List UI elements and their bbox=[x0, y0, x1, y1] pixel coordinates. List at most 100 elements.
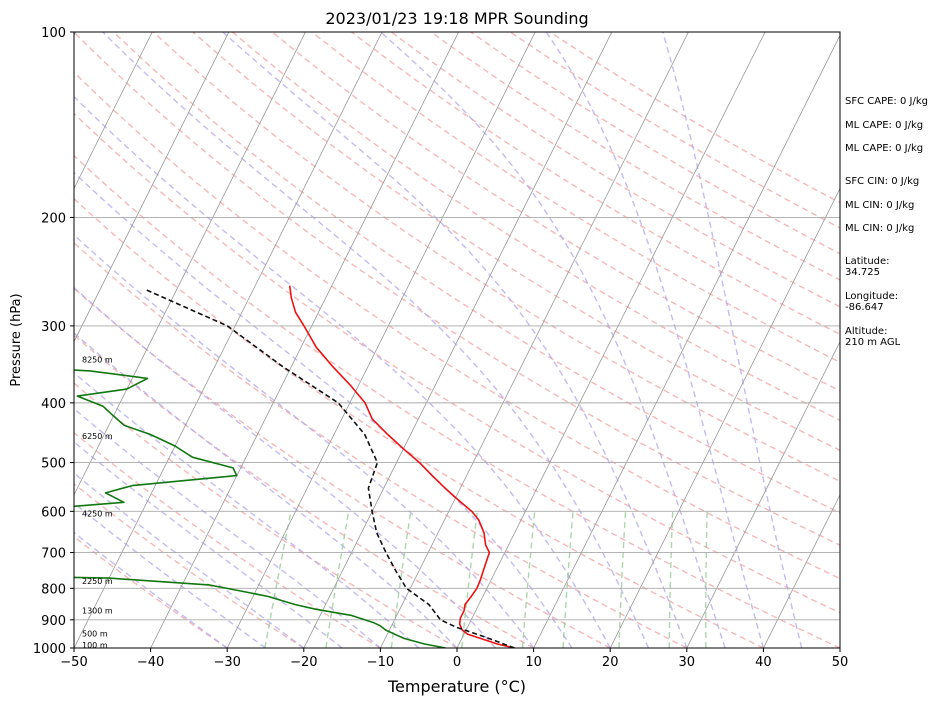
ml-cin-text-2: ML CIN: 0 J/kg bbox=[845, 223, 914, 234]
x-axis-ticks: −50 −40 −30 −20 −10 0 10 20 30 40 50 bbox=[60, 648, 848, 670]
y-tick-label: 800 bbox=[41, 582, 66, 597]
moist-adiabat bbox=[222, 32, 688, 648]
dry-adiabat bbox=[271, 32, 840, 392]
moist-adiabat bbox=[74, 171, 573, 648]
x-tick-label: 0 bbox=[453, 655, 461, 670]
x-tick-label: 30 bbox=[679, 655, 696, 670]
y-tick-label: 300 bbox=[41, 320, 66, 335]
dry-adiabat bbox=[390, 32, 840, 308]
isotherm-line bbox=[609, 187, 840, 648]
ml-cin-text-1: ML CIN: 0 J/kg bbox=[845, 200, 914, 211]
y-tick-label: 200 bbox=[41, 211, 66, 226]
mixing-ratio-line bbox=[705, 511, 708, 648]
dry-adiabat bbox=[113, 32, 840, 514]
y-tick-label: 900 bbox=[41, 614, 66, 629]
x-tick-label: −30 bbox=[213, 655, 240, 670]
moist-adiabat bbox=[74, 502, 266, 648]
moist-adiabat bbox=[74, 472, 305, 648]
ml-cape-text-2: ML CAPE: 0 J/kg bbox=[845, 143, 923, 154]
plot-frame bbox=[73, 31, 841, 649]
y-tick-label: 1000 bbox=[33, 642, 66, 657]
sfc-cin-text: SFC CIN: 0 J/kg bbox=[845, 176, 919, 187]
dry-adiabat bbox=[351, 32, 840, 336]
x-tick-label: −50 bbox=[60, 655, 87, 670]
y-axis-label: Pressure (hPa) bbox=[9, 293, 24, 386]
latitude-label: Latitude: bbox=[845, 256, 890, 267]
moist-adiabat bbox=[380, 32, 726, 648]
dry-adiabat bbox=[74, 197, 764, 648]
height-labels: 100 m 500 m 1300 m 2250 m 4250 m 6250 m 8250 m bbox=[82, 355, 113, 649]
mixing-ratio-line bbox=[264, 511, 292, 648]
height-label: 4250 m bbox=[82, 510, 113, 519]
isotherm-line bbox=[456, 32, 766, 648]
isotherm-line bbox=[533, 34, 840, 648]
moist-adiabat bbox=[74, 95, 611, 648]
x-tick-label: −40 bbox=[137, 655, 164, 670]
x-tick-label: 50 bbox=[832, 655, 849, 670]
dry-adiabat bbox=[74, 71, 840, 580]
y-tick-label: 700 bbox=[41, 547, 66, 562]
dry-adiabat bbox=[74, 482, 305, 648]
dry-adiabat bbox=[74, 112, 840, 614]
series-lines bbox=[74, 285, 515, 648]
moist-adiabat bbox=[74, 286, 496, 648]
isotherm-line bbox=[303, 32, 613, 648]
moist-adiabat bbox=[74, 441, 343, 648]
isotherm-line bbox=[74, 32, 230, 343]
isotherm-line bbox=[380, 32, 689, 648]
dry-adiabat bbox=[74, 287, 611, 648]
longitude-label: Longitude: bbox=[845, 291, 898, 302]
dry-adiabat bbox=[74, 32, 840, 546]
dry-adiabat bbox=[232, 32, 840, 422]
moist-adiabat bbox=[545, 32, 765, 648]
x-tick-label: −20 bbox=[290, 655, 317, 670]
y-axis-ticks: 1000 900 800 700 600 500 400 300 200 100 bbox=[33, 26, 74, 657]
x-axis-label: Temperature (°C) bbox=[387, 677, 526, 696]
latitude-value: 34.725 bbox=[845, 267, 880, 278]
sfc-cape-text: SFC CAPE: 0 J/kg bbox=[845, 96, 928, 107]
moist-adiabat bbox=[662, 32, 803, 648]
isotherm-line bbox=[226, 32, 536, 648]
isotherm-line bbox=[0, 18, 6, 661]
x-tick-label: −10 bbox=[367, 655, 394, 670]
background-lines bbox=[74, 32, 840, 648]
moist-adiabat bbox=[74, 407, 381, 648]
x-tick-label: 40 bbox=[755, 655, 772, 670]
mixing-ratio-line bbox=[325, 511, 350, 648]
moist-adiabat bbox=[74, 331, 458, 648]
height-label: 6250 m bbox=[82, 432, 113, 441]
series-line-0 bbox=[288, 285, 515, 648]
dry-adiabat bbox=[74, 535, 228, 648]
isotherm-line bbox=[763, 494, 840, 648]
dry-adiabat bbox=[74, 334, 534, 648]
y-tick-label: 500 bbox=[41, 457, 66, 472]
mixing-ratio-line bbox=[668, 511, 674, 648]
dry-adiabat bbox=[74, 154, 840, 648]
dry-adiabat bbox=[74, 242, 688, 648]
chart-title: 2023/01/23 19:18 MPR Sounding bbox=[325, 9, 588, 28]
isotherm-line bbox=[74, 32, 306, 496]
height-label: 2250 m bbox=[82, 577, 113, 586]
series-line-2 bbox=[145, 288, 515, 648]
height-label: 1300 m bbox=[82, 607, 113, 616]
info-panel: SFC CAPE: 0 J/kg ML CAPE: 0 J/kg ML CAPE… bbox=[845, 96, 928, 348]
grid-lines bbox=[0, 18, 840, 661]
altitude-label: Altitude: bbox=[845, 326, 887, 337]
x-tick-label: 20 bbox=[602, 655, 619, 670]
height-label: 500 m bbox=[82, 630, 108, 639]
height-label: 8250 m bbox=[82, 355, 113, 364]
y-tick-label: 400 bbox=[41, 397, 66, 412]
dry-adiabat bbox=[74, 431, 381, 648]
moist-adiabat bbox=[74, 531, 228, 648]
isotherm-line bbox=[74, 32, 153, 190]
y-tick-label: 600 bbox=[41, 505, 66, 520]
y-tick-label: 100 bbox=[41, 26, 66, 41]
series-line-1 bbox=[74, 369, 446, 648]
altitude-value: 210 m AGL bbox=[845, 337, 901, 348]
isotherm-line bbox=[150, 32, 460, 648]
mixing-ratio-line bbox=[618, 511, 627, 648]
ml-cape-text-1: ML CAPE: 0 J/kg bbox=[845, 120, 923, 131]
isotherm-line bbox=[74, 32, 383, 648]
dry-adiabat bbox=[74, 382, 458, 648]
